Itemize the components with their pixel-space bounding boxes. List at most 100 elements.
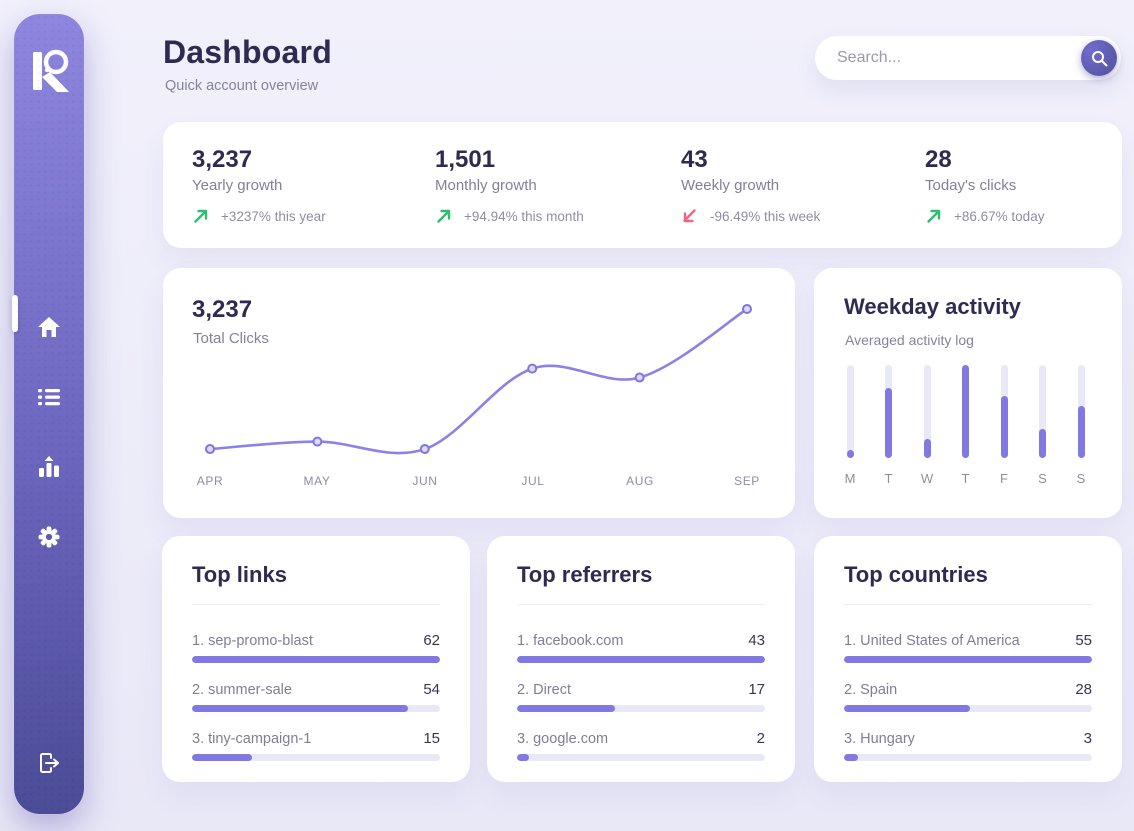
weekday-bar-fill bbox=[885, 388, 892, 458]
stat-label: Weekly growth bbox=[681, 177, 780, 194]
trend-up-icon bbox=[927, 209, 941, 223]
weekday-label: W bbox=[920, 471, 934, 486]
sidebar-item-links[interactable] bbox=[14, 369, 84, 425]
item-label: 3. tiny-campaign-1 bbox=[192, 731, 312, 747]
weekday-bar-fill bbox=[1039, 429, 1046, 458]
stat-monthly-growth: 1,501 Monthly growth +94.94% this month bbox=[435, 146, 584, 225]
sidebar-item-home[interactable] bbox=[14, 299, 84, 355]
progress-track bbox=[192, 754, 440, 761]
progress-track bbox=[517, 656, 765, 663]
gear-icon bbox=[38, 526, 60, 548]
item-label: 1. United States of America bbox=[844, 633, 1020, 649]
top-referrers-card: Top referrers 1. facebook.com 43 2. Direc… bbox=[487, 536, 795, 782]
stat-weekly-growth: 43 Weekly growth -96.49% this week bbox=[681, 146, 820, 225]
stat-value: 28 bbox=[925, 146, 952, 173]
progress-track bbox=[844, 754, 1092, 761]
item-value: 28 bbox=[1075, 681, 1092, 698]
weekday-bar-track bbox=[1077, 365, 1085, 458]
item-value: 17 bbox=[748, 681, 765, 698]
weekday-bar-track bbox=[923, 365, 931, 458]
item-value: 3 bbox=[1083, 730, 1092, 747]
stat-change-text: -96.49% this week bbox=[710, 208, 821, 224]
progress-track bbox=[517, 705, 765, 712]
weekday-label: S bbox=[1038, 471, 1047, 486]
stat-label: Yearly growth bbox=[192, 177, 283, 194]
page-title: Dashboard bbox=[163, 34, 332, 70]
sidebar-item-stats[interactable] bbox=[14, 439, 84, 495]
stat-value: 3,237 bbox=[192, 146, 253, 173]
list-title: Top countries bbox=[844, 562, 988, 587]
list-item: 2. summer-sale 54 bbox=[192, 681, 440, 712]
item-value: 62 bbox=[423, 632, 440, 649]
progress-fill bbox=[844, 705, 971, 712]
weekday-bar-track bbox=[1000, 365, 1008, 458]
sidebar-item-settings[interactable] bbox=[14, 509, 84, 565]
stat-todays-clicks: 28 Today's clicks +86.67% today bbox=[925, 146, 1044, 225]
weekday-label: M bbox=[844, 471, 856, 486]
item-label: 1. facebook.com bbox=[517, 633, 624, 649]
progress-track bbox=[844, 656, 1092, 663]
weekday-bar-track bbox=[885, 365, 892, 458]
weekday-bar-fill bbox=[962, 365, 969, 458]
search-input[interactable] bbox=[815, 49, 1081, 67]
weekday-bar-track bbox=[846, 365, 854, 458]
progress-fill bbox=[844, 656, 1092, 663]
list-item: 3. tiny-campaign-1 15 bbox=[192, 730, 440, 761]
list-item: 2. Spain 28 bbox=[844, 681, 1092, 712]
stat-label: Today's clicks bbox=[925, 177, 1017, 194]
weekday-title: Weekday activity bbox=[844, 294, 1021, 319]
stat-change-text: +3237% this year bbox=[221, 208, 326, 224]
list-item: 3. google.com 2 bbox=[517, 730, 765, 761]
item-value: 43 bbox=[748, 632, 765, 649]
stat-change-text: +94.94% this month bbox=[464, 208, 584, 224]
weekday-label: T bbox=[961, 471, 970, 486]
item-value: 55 bbox=[1075, 632, 1092, 649]
divider bbox=[517, 604, 765, 605]
item-value: 15 bbox=[423, 730, 440, 747]
list-icon bbox=[38, 389, 60, 406]
search-bar bbox=[815, 36, 1121, 80]
weekday-label: T bbox=[884, 471, 893, 486]
progress-fill bbox=[844, 754, 858, 761]
weekday-label: S bbox=[1076, 471, 1086, 486]
trend-up-icon bbox=[194, 209, 208, 223]
item-label: 2. Direct bbox=[517, 682, 571, 698]
list-item: 2. Direct 17 bbox=[517, 681, 765, 712]
weekday-bar-fill bbox=[846, 449, 854, 458]
weekday-activity-card: Weekday activity Averaged activity log M… bbox=[814, 268, 1122, 518]
weekday-bar-fill bbox=[1000, 395, 1008, 458]
stat-change-text: +86.67% today bbox=[954, 208, 1045, 224]
weekday-bar-track bbox=[1039, 365, 1046, 458]
item-label: 3. Hungary bbox=[844, 731, 915, 747]
top-links-card: Top links 1. sep-promo-blast 62 2. summer… bbox=[162, 536, 470, 782]
stat-label: Monthly growth bbox=[435, 177, 537, 194]
total-clicks-card: 3,237 Total Clicks APR MAY JUN JUL AUG S… bbox=[163, 268, 795, 518]
x-tick-apr: APR bbox=[196, 474, 224, 488]
sidebar bbox=[12, 14, 84, 814]
weekday-bar-fill bbox=[923, 439, 931, 458]
total-clicks-label: Total Clicks bbox=[193, 330, 269, 347]
app-logo[interactable] bbox=[14, 46, 84, 94]
stat-yearly-growth: 3,237 Yearly growth +3237% this year bbox=[192, 146, 326, 225]
page-subtitle: Quick account overview bbox=[165, 78, 319, 94]
list-item: 1. facebook.com 43 bbox=[517, 632, 765, 663]
weekday-subtitle: Averaged activity log bbox=[845, 332, 974, 348]
x-tick-may: MAY bbox=[303, 474, 331, 488]
progress-fill bbox=[192, 754, 252, 761]
trend-down-icon bbox=[683, 209, 696, 223]
stat-value: 43 bbox=[681, 146, 708, 173]
progress-fill bbox=[192, 705, 408, 712]
logout-button[interactable] bbox=[14, 752, 84, 774]
kutt-logo-icon bbox=[33, 49, 69, 92]
trend-up-icon bbox=[437, 209, 451, 223]
progress-fill bbox=[517, 705, 616, 712]
list-title: Top referrers bbox=[517, 562, 653, 587]
stat-value: 1,501 bbox=[435, 146, 496, 173]
item-value: 2 bbox=[756, 730, 765, 747]
item-label: 2. Spain bbox=[844, 682, 898, 698]
x-tick-jun: JUN bbox=[412, 474, 438, 488]
weekday-bar-fill bbox=[1077, 405, 1085, 458]
item-value: 54 bbox=[423, 681, 440, 698]
top-countries-card: Top countries 1. United States of Americ… bbox=[814, 536, 1122, 782]
search-button[interactable] bbox=[1081, 40, 1117, 76]
